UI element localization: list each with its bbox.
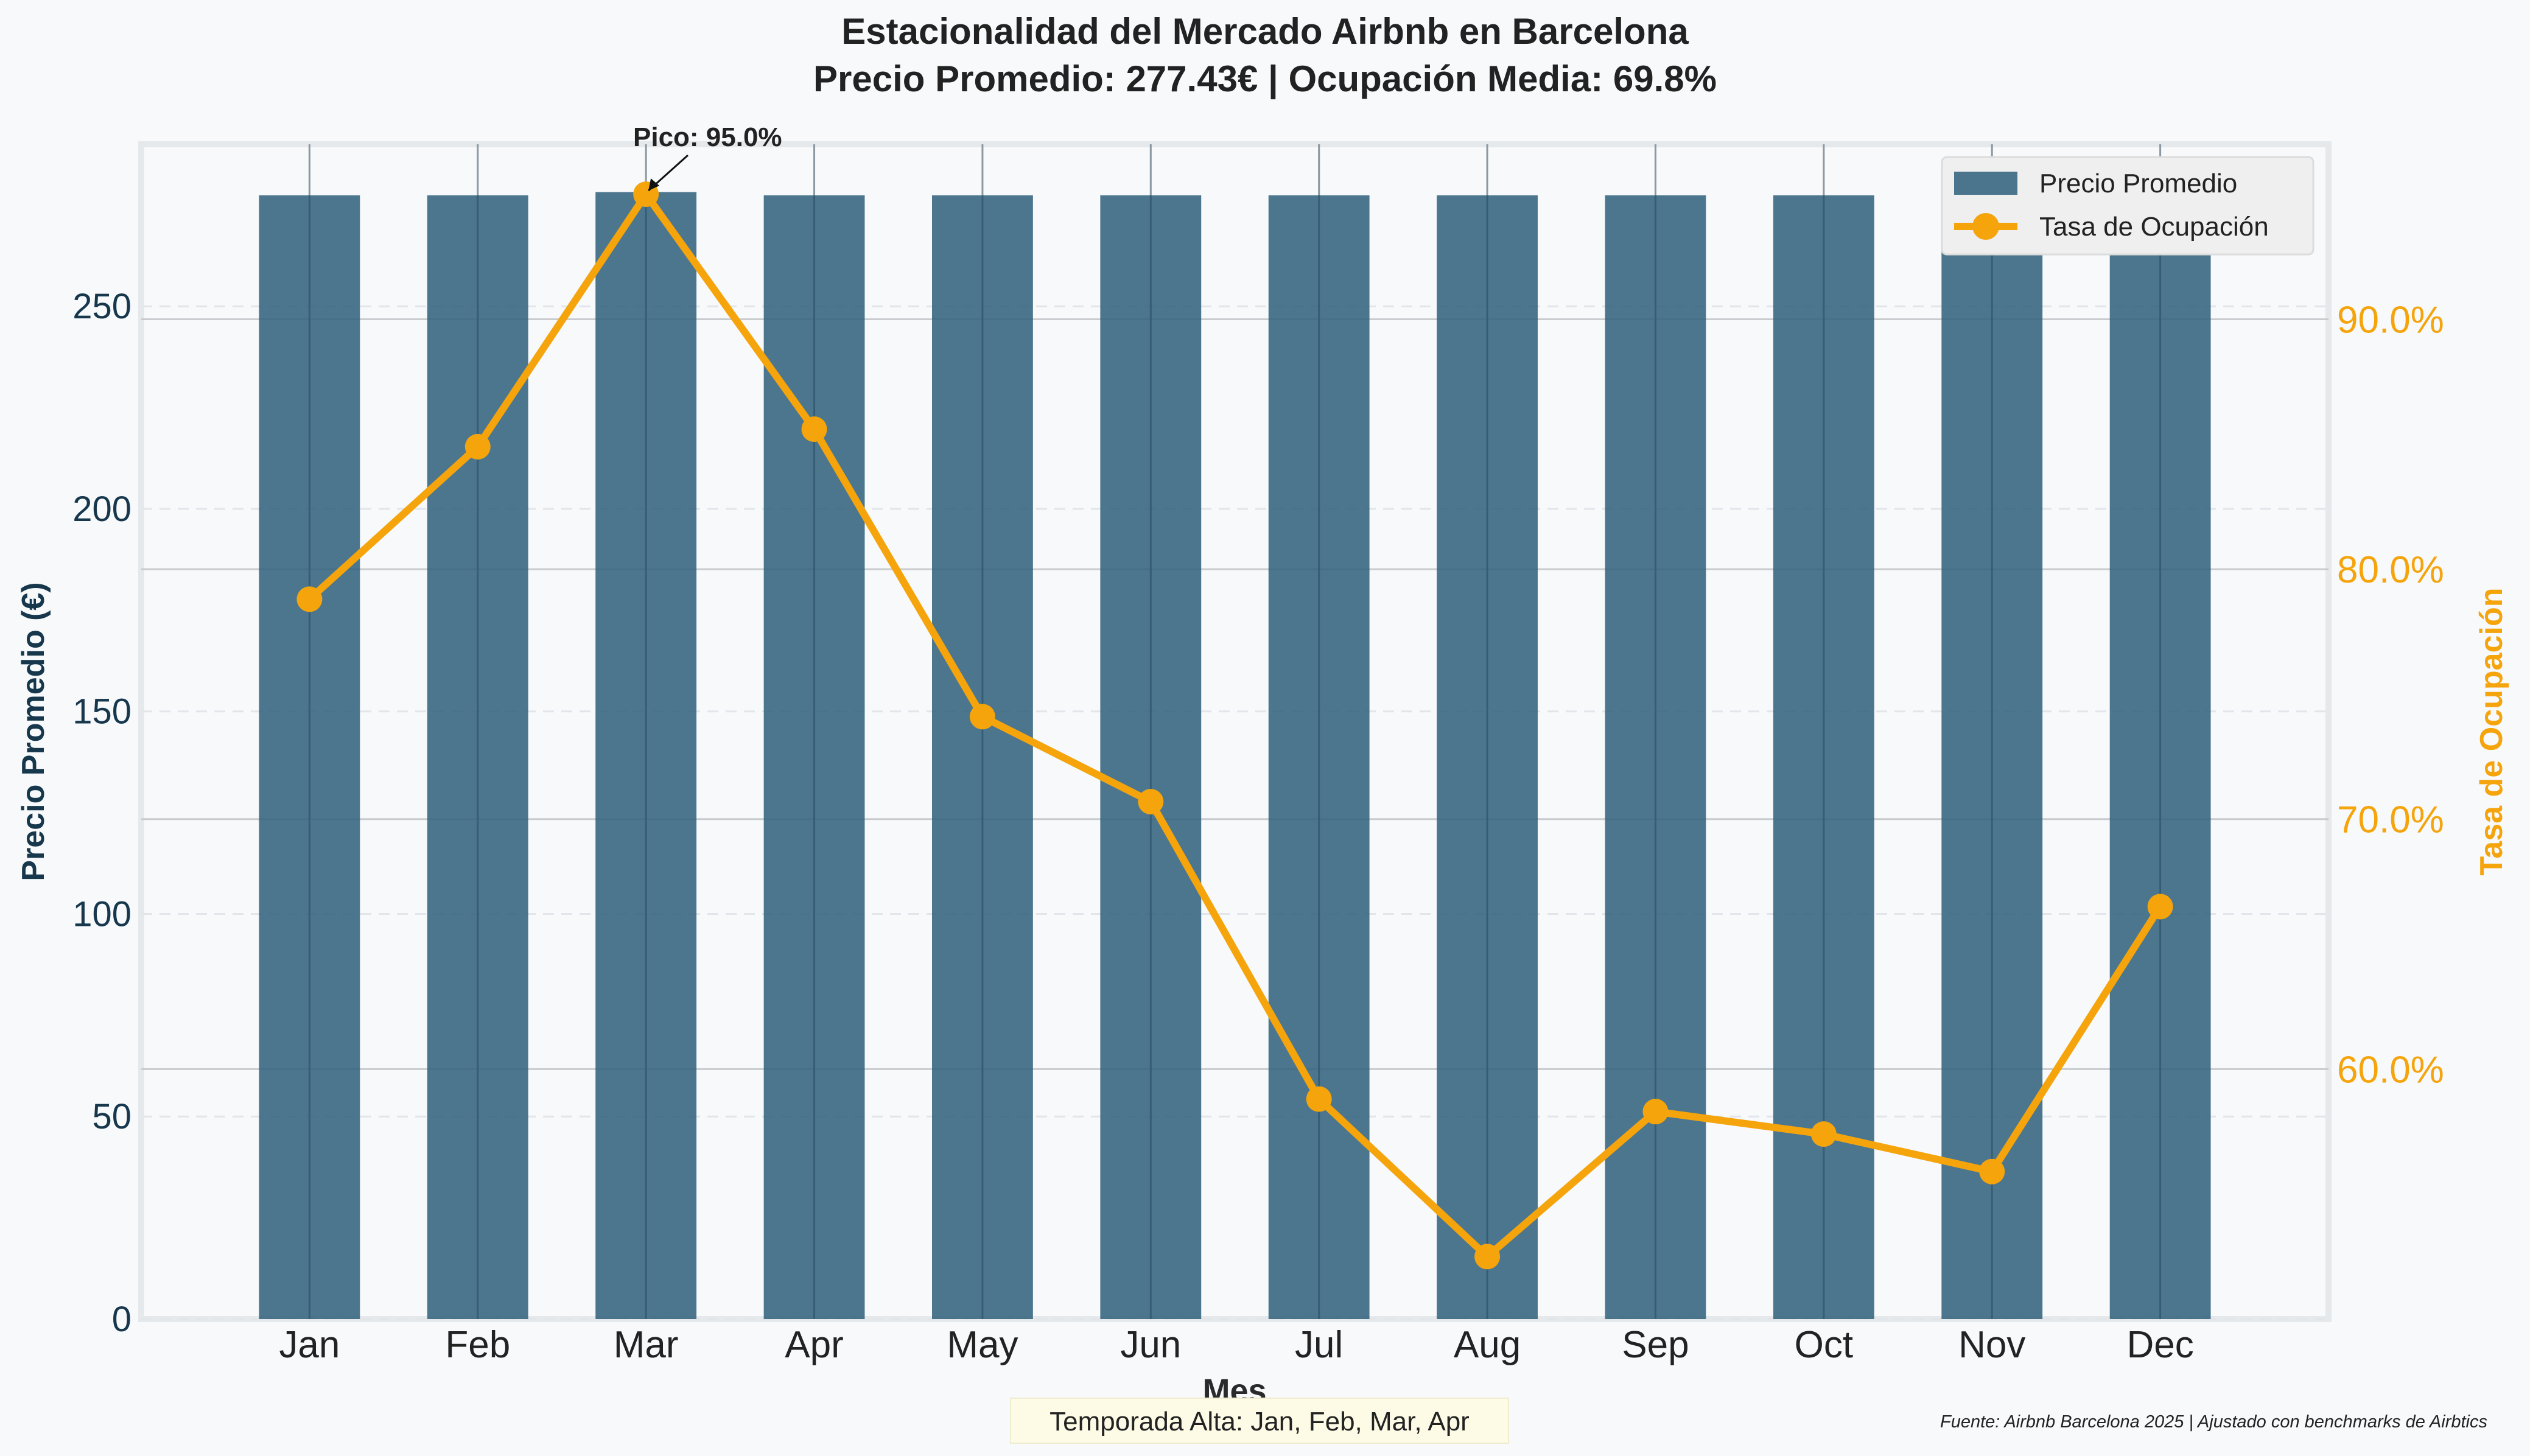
bar (259, 195, 360, 1319)
occupancy-point (2147, 894, 2173, 920)
legend-label-price: Precio Promedio (2039, 169, 2237, 198)
bar (2109, 195, 2211, 1319)
x-tick-label: Jan (279, 1324, 340, 1366)
x-tick-label: Dec (2126, 1324, 2193, 1366)
peak-annotation: Pico: 95.0% (633, 122, 782, 192)
occupancy-point (1810, 1121, 1837, 1147)
right-tick-label: 60.0% (2337, 1049, 2444, 1091)
bar (595, 192, 697, 1320)
x-tick-label: Aug (1454, 1324, 1521, 1366)
bar (1941, 195, 2043, 1319)
right-tick-label: 80.0% (2337, 549, 2444, 591)
occupancy-point (969, 704, 995, 730)
right-tick-label: 90.0% (2337, 299, 2444, 341)
right-tick-label: 70.0% (2337, 799, 2444, 841)
legend: Precio Promedio Tasa de Ocupación (1941, 156, 2314, 256)
left-tick-label: 150 (72, 692, 131, 732)
x-tick-label: Mar (614, 1324, 679, 1366)
occupancy-point (296, 586, 323, 612)
left-tick-label: 0 (112, 1300, 131, 1339)
legend-label-occupancy: Tasa de Ocupación (2039, 212, 2269, 242)
legend-box (1941, 156, 2314, 256)
occupancy-point (1474, 1244, 1501, 1270)
occupancy-point (1979, 1158, 2005, 1185)
bar (932, 195, 1033, 1319)
peak-annotation-text: Pico: 95.0% (633, 122, 782, 152)
occupancy-line (306, 191, 2164, 1261)
x-tick-label: Feb (445, 1324, 510, 1366)
occupancy-point (464, 433, 491, 460)
left-tick-label: 100 (72, 894, 131, 934)
source-note: Fuente: Airbnb Barcelona 2025 | Ajustado… (1940, 1412, 2487, 1432)
x-tick-label: Nov (1958, 1324, 2025, 1366)
x-axis-ticks: Jan Feb Mar Apr May Jun Jul Aug Sep Oct Nov Dec (279, 1324, 2193, 1366)
occupancy-point (1138, 788, 1164, 814)
season-note: Temporada Alta: Jan, Feb, Mar, Apr (1010, 1398, 1509, 1444)
y-axis-right-label: Tasa de Ocupación (2474, 588, 2509, 876)
left-tick-label: 250 (72, 287, 131, 326)
occupancy-point (1306, 1086, 1332, 1112)
x-tick-label: Oct (1795, 1324, 1853, 1366)
legend-swatch-marker (1972, 213, 1999, 240)
peak-annotation-arrowhead (648, 178, 660, 191)
bar (1437, 195, 1538, 1319)
left-tick-label: 50 (92, 1097, 131, 1136)
chart-title: Estacionalidad del Mercado Airbnb en Bar… (841, 11, 1689, 52)
bar (1100, 195, 1202, 1319)
right-axis-ticks: 60.0% 70.0% 80.0% 90.0% (2337, 299, 2444, 1091)
season-note-box (1010, 1398, 1509, 1444)
bar (1605, 195, 1706, 1319)
legend-swatch-bar (1954, 172, 2017, 195)
x-tick-label: Jun (1120, 1324, 1181, 1366)
x-tick-label: Sep (1622, 1324, 1689, 1366)
bar (427, 195, 528, 1319)
bar-series (259, 192, 2211, 1320)
chart-subtitle: Precio Promedio: 277.43€ | Ocupación Med… (813, 58, 1717, 100)
y-axis-left-label: Precio Promedio (€) (16, 582, 51, 881)
line-series (296, 181, 2173, 1270)
x-tick-label: May (947, 1324, 1018, 1366)
season-note-text: Temporada Alta: Jan, Feb, Mar, Apr (1049, 1407, 1470, 1437)
x-tick-label: Apr (785, 1324, 843, 1366)
x-tick-label: Jul (1295, 1324, 1343, 1366)
occupancy-point (1642, 1099, 1669, 1125)
occupancy-point (801, 416, 827, 443)
left-axis-ticks: 0 50 100 150 200 250 (72, 287, 131, 1339)
left-tick-label: 200 (72, 489, 131, 529)
